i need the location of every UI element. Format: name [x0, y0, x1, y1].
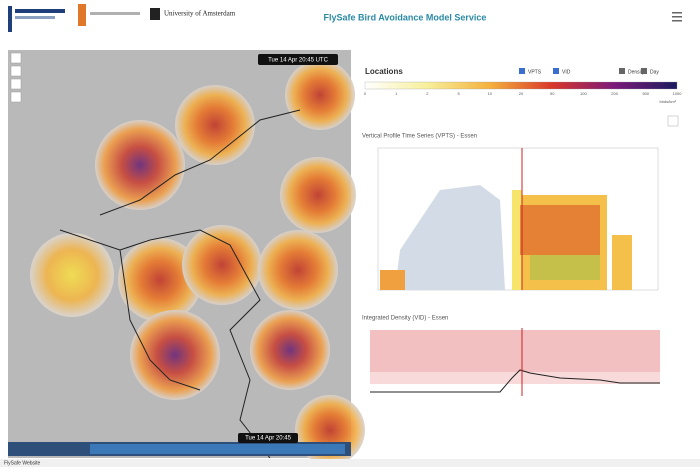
timeline-bar[interactable]	[90, 444, 345, 454]
radar-overlays	[30, 60, 365, 465]
toggles: VPTS VID Density Day	[519, 68, 659, 75]
header	[0, 0, 700, 44]
toggle-label[interactable]: VID	[562, 69, 571, 75]
colorbar	[364, 81, 678, 90]
vpts-title: Vertical Profile Time Series (VPTS) - Es…	[362, 134, 477, 140]
colorbar-tick: 100	[580, 91, 587, 96]
colorbar-tick: 1	[395, 91, 398, 96]
menu-button[interactable]	[672, 12, 682, 22]
footer	[0, 459, 700, 467]
toggle-label[interactable]: Day	[650, 69, 659, 75]
colorbar-ticks: 0 1 2 5 10 20 50 100 200 500 1000	[364, 91, 682, 96]
timestamp-badge	[258, 54, 338, 65]
toggle-label[interactable]: VPTS	[528, 69, 542, 75]
colorbar-tick: 1000	[673, 91, 683, 96]
institution: University of Amsterdam	[164, 10, 236, 18]
logo	[78, 4, 86, 26]
close-button[interactable]	[667, 115, 679, 127]
vid-plot	[370, 328, 660, 396]
timestamp-badge	[238, 433, 298, 443]
zoom-controls[interactable]	[10, 52, 22, 103]
panel-heading: Locations	[365, 67, 403, 76]
colorbar-tick: 2	[426, 91, 429, 96]
logo	[150, 8, 160, 20]
colorbar-unit: birds/km³	[660, 99, 677, 104]
logo	[8, 6, 12, 32]
toggle-checkbox[interactable]	[519, 68, 525, 74]
colorbar-tick: 50	[550, 91, 555, 96]
colorbar-tick: 200	[611, 91, 618, 96]
timestamp: Tue 14 Apr 20:45 UTC	[268, 58, 328, 64]
logo	[15, 9, 65, 13]
vpts-plot	[377, 147, 659, 291]
title: FlySafe Bird Avoidance Model Service	[324, 12, 487, 22]
toggle-checkbox[interactable]	[553, 68, 559, 74]
toggle-checkbox[interactable]	[619, 68, 625, 74]
colorbar-tick: 0	[364, 91, 367, 96]
borders	[59, 109, 301, 459]
toggle-label[interactable]: Density	[628, 69, 645, 75]
colorbar-tick: 20	[519, 91, 524, 96]
colorbar-tick: 10	[488, 91, 493, 96]
vid-title: Integrated Density (VID) - Essen	[362, 316, 448, 322]
toggle-checkbox[interactable]	[641, 68, 647, 74]
footer-link[interactable]: FlySafe Website	[4, 460, 41, 466]
logo	[15, 16, 55, 19]
logo	[90, 12, 140, 15]
colorbar-tick: 5	[457, 91, 460, 96]
timestamp: Tue 14 Apr 20:45	[245, 436, 291, 442]
colorbar-tick: 500	[642, 91, 649, 96]
